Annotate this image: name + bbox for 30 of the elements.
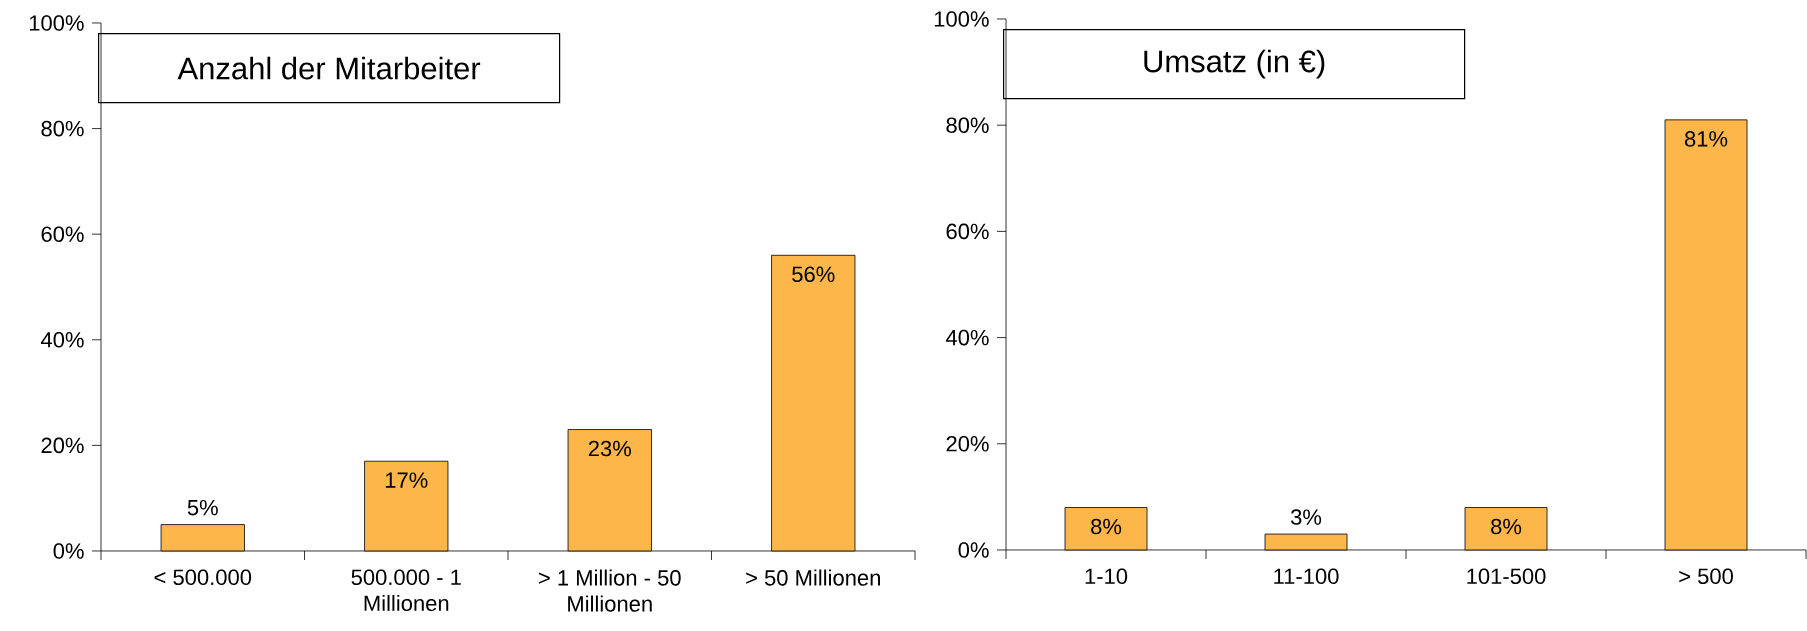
x-tick-label: 500.000 - 1 Millionen [351,569,461,612]
x-tick-label: 101-500 [1467,568,1546,585]
y-tick-label: 80% [946,117,989,133]
y-tick-label: 20% [41,437,84,454]
y-tick-label: 40% [40,332,84,348]
data-label: 17% [385,472,428,488]
x-tick-label: > 500 [1679,568,1733,585]
y-tick-label: 100% [934,11,989,27]
y-tick-label: 40% [945,329,989,346]
x-tick-label: 1-10 [1085,568,1128,585]
y-tick-label: 80% [41,120,84,137]
y-tick-label: 100% [29,15,84,31]
data-label: 8% [1091,518,1122,535]
data-label: 81% [1684,131,1728,147]
y-tick-label: 60% [41,226,84,242]
x-tick-label: 11-100 [1274,568,1339,585]
text: Anzahl der Mitarbeiter [177,56,481,80]
y-tick-label: 20% [946,436,989,452]
data-label: 5% [187,499,218,516]
x-tick-label: > 50 Millionen [746,569,880,586]
y-tick-label: 0% [53,543,84,559]
y-tick-label: 60% [946,223,989,240]
data-label: 23% [588,440,631,457]
data-label: 56% [792,266,835,283]
data-label: 3% [1290,509,1322,525]
data-label: 8% [1491,518,1522,535]
text: Umsatz (in €) [1144,49,1325,79]
x-tick-label: > 1 Million - 50 Millionen [539,569,681,612]
x-tick-label: < 500.000 [154,569,252,586]
y-tick-label: 0% [958,542,989,558]
